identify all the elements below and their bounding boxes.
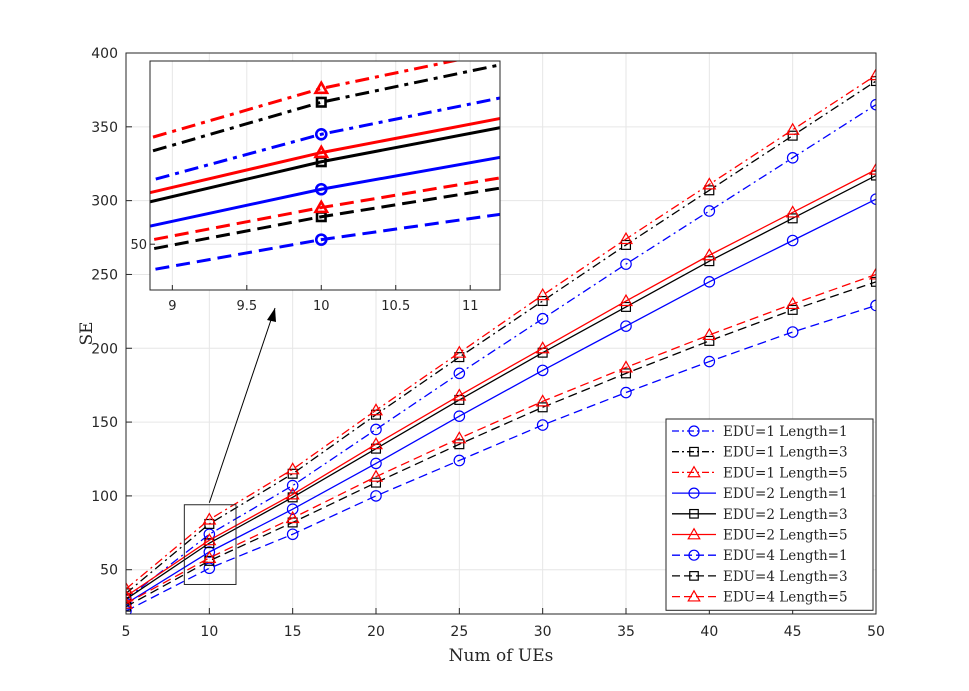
- inset-background: [150, 61, 500, 290]
- legend-label: EDU=4 Length=3: [723, 569, 848, 585]
- x-tick-label: 20: [367, 624, 385, 640]
- inset-x-tick-label: 11: [462, 299, 479, 314]
- y-axis-label: SE: [77, 321, 97, 345]
- inset-x-tick-label: 9.5: [236, 299, 257, 314]
- x-tick-label: 30: [534, 624, 552, 640]
- y-tick-label: 250: [91, 267, 118, 283]
- x-axis-label: Num of UEs: [449, 646, 554, 666]
- inset-x-tick-label: 10.5: [381, 299, 410, 314]
- inset-x-tick-label: 9: [168, 299, 176, 314]
- legend-label: EDU=1 Length=3: [723, 445, 848, 461]
- figure: 5 10 15 20 25 30 35 40 45 50 50 100 150 200 250 300 350 4…: [0, 0, 969, 691]
- legend-label: EDU=1 Length=1: [723, 424, 848, 440]
- x-tick-label: 25: [450, 624, 468, 640]
- x-tick-label: 50: [867, 624, 885, 640]
- x-tick-label: 15: [284, 624, 302, 640]
- x-tick-label: 45: [784, 624, 802, 640]
- x-tick-label: 5: [122, 624, 131, 640]
- y-tick-label: 50: [100, 563, 118, 579]
- x-tick-label: 40: [700, 624, 718, 640]
- y-tick-label: 300: [91, 194, 118, 210]
- se-line-chart: 5 10 15 20 25 30 35 40 45 50501001502002503003504…: [0, 0, 969, 691]
- legend-label: EDU=4 Length=5: [723, 590, 848, 606]
- legend-label: EDU=2 Length=1: [723, 486, 848, 502]
- y-tick-label: 100: [91, 489, 118, 505]
- x-tick-label: 10: [200, 624, 218, 640]
- legend-label: EDU=2 Length=3: [723, 507, 848, 523]
- y-tick-label: 350: [91, 120, 118, 136]
- y-tick-label: 150: [91, 415, 118, 431]
- inset-x-tick-label: 10: [313, 299, 330, 314]
- y-tick-label: 400: [91, 46, 118, 62]
- x-tick-label: 35: [617, 624, 635, 640]
- legend-label: EDU=2 Length=5: [723, 528, 848, 544]
- legend: EDU=1 Length=1 EDU=1 Length=3 EDU=1 Length…: [666, 419, 873, 610]
- legend-label: EDU=1 Length=5: [723, 465, 848, 481]
- legend-label: EDU=4 Length=1: [723, 548, 848, 564]
- inset-y-tick-label: 50: [130, 238, 147, 253]
